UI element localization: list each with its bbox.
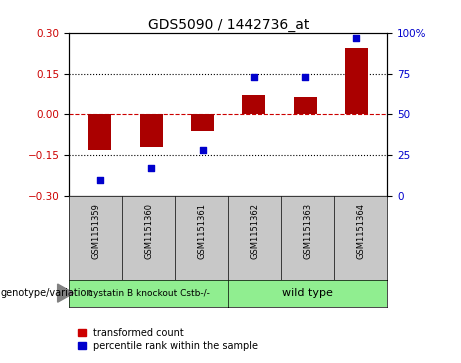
Text: wild type: wild type [282,288,333,298]
Point [199,147,206,153]
Text: cystatin B knockout Cstb-/-: cystatin B knockout Cstb-/- [88,289,210,298]
Point [301,74,309,79]
Bar [140,114,163,147]
Point [250,74,258,79]
Bar [89,114,112,150]
Point [148,165,155,171]
Point [353,35,360,41]
Text: GSM1151361: GSM1151361 [197,203,206,259]
Bar [191,114,214,131]
Title: GDS5090 / 1442736_at: GDS5090 / 1442736_at [148,18,309,32]
Legend: transformed count, percentile rank within the sample: transformed count, percentile rank withi… [74,324,262,355]
Text: GSM1151359: GSM1151359 [91,203,100,258]
Text: GSM1151364: GSM1151364 [356,203,365,259]
Text: GSM1151363: GSM1151363 [303,203,312,259]
Bar [294,97,317,114]
Text: GSM1151362: GSM1151362 [250,203,259,259]
Text: genotype/variation: genotype/variation [1,288,94,298]
Text: GSM1151360: GSM1151360 [144,203,153,259]
Bar [242,95,266,114]
Bar [345,48,368,114]
Point [96,177,104,183]
